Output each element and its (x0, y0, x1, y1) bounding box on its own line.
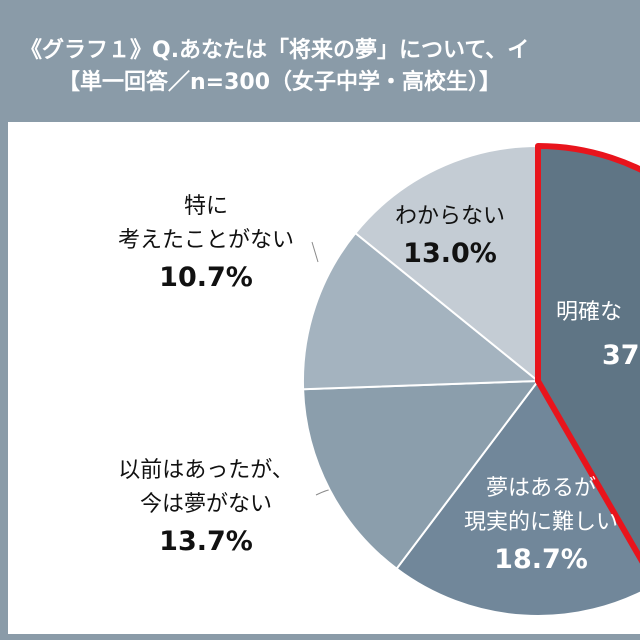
label-dont-know-percent: 13.0% (403, 238, 497, 269)
slice-had-before (302, 379, 541, 571)
label-had-before-percent: 13.7% (159, 526, 253, 557)
label-hard-dream: 夢はあるが 現実的に難しい 18.7% (436, 472, 640, 580)
chart-title-line1: 《グラフ１》Q.あなたは「将来の夢」について、イ (20, 38, 530, 63)
label-clear-dream: 明確な 37 (556, 296, 640, 382)
slice-never-thought (301, 231, 541, 391)
label-hard-dream-percent: 18.7% (494, 544, 588, 575)
label-clear-dream-text: 明確な (556, 300, 623, 325)
slice-dont-know (353, 144, 539, 384)
title-bar: 《グラフ１》Q.あなたは「将来の夢」について、イ 【単一回答／n=300（女子中… (0, 0, 640, 122)
label-dont-know: わからない 13.0% (366, 200, 534, 274)
label-clear-dream-percent: 37 (602, 340, 640, 371)
slice-hard-dream (395, 379, 640, 617)
label-never-thought: 特に 考えたことがない 10.7% (88, 190, 324, 298)
chart-title-line2: 【単一回答／n=300（女子中学・高校生）】 (58, 70, 502, 95)
label-hard-dream-line1: 夢はあるが (485, 476, 596, 501)
leader-line-never-thought (311, 241, 319, 263)
label-never-thought-percent: 10.7% (159, 262, 253, 293)
label-had-before-line2: 今は夢がない (139, 492, 272, 517)
label-dont-know-line1: わからない (394, 204, 505, 229)
label-never-thought-line2: 考えたことがない (117, 228, 294, 253)
label-hard-dream-line2: 現実的に難しい (463, 510, 618, 535)
label-never-thought-line1: 特に (183, 194, 228, 219)
slice-clear-dream-highlighted (535, 143, 640, 564)
label-had-before-line1: 以前はあったが、 (118, 458, 294, 483)
label-had-before: 以前はあったが、 今は夢がない 13.7% (86, 454, 326, 562)
